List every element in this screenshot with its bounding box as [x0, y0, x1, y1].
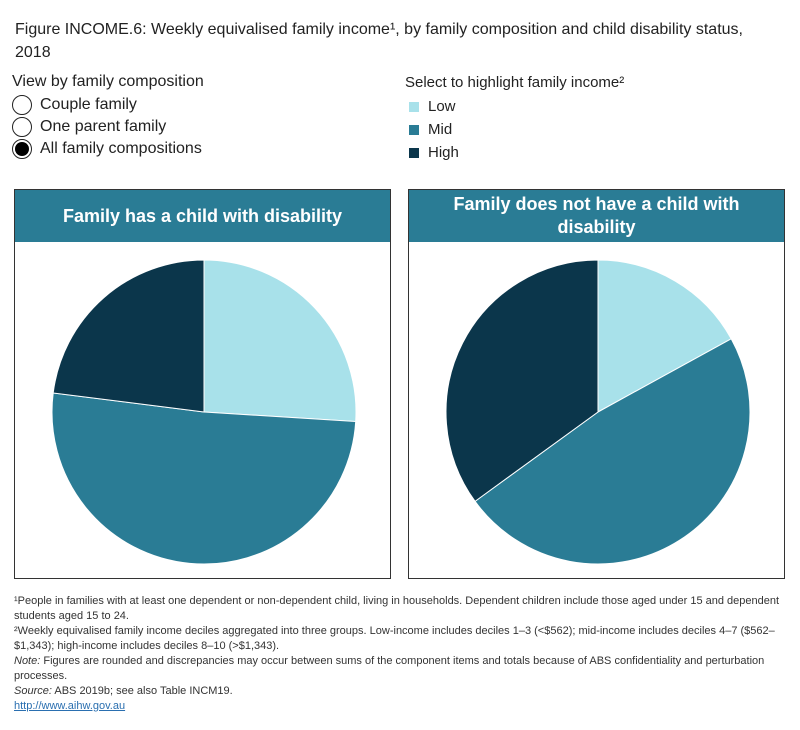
legend-label: Low [428, 98, 456, 115]
aihw-link[interactable]: http://www.aihw.gov.au [14, 700, 126, 712]
legend-swatch [409, 147, 419, 158]
radio-label: One parent family [40, 118, 167, 135]
filter-label: View by family composition [12, 73, 204, 90]
radio-option[interactable]: All family compositions [12, 138, 204, 160]
source: Source: ABS 2019b; see also Table INCM19… [14, 684, 784, 699]
pie-chart-with-disability [51, 259, 357, 565]
source-label: Source: [14, 685, 52, 697]
footnote-1: ¹People in families with at least one de… [14, 595, 780, 622]
legend-label: Select to highlight family income² [405, 74, 625, 91]
radio-label: Couple family [40, 96, 137, 113]
legend-label: Mid [428, 121, 453, 138]
legend-item-low[interactable]: Low [405, 95, 624, 118]
figure-title: Figure INCOME.6: Weekly equivalised fami… [15, 21, 743, 61]
source-text: ABS 2019b; see also Table INCM19. [51, 685, 233, 697]
footnotes: ¹People in families with at least one de… [14, 594, 784, 714]
radio-button[interactable] [12, 117, 32, 137]
pie-slice-low[interactable] [203, 259, 357, 423]
radio-button[interactable] [12, 139, 32, 159]
legend-item-high[interactable]: High [405, 141, 624, 164]
note: Note: Figures are rounded and discrepanc… [14, 654, 784, 684]
pie-slice-mid[interactable] [51, 392, 357, 565]
note-label: Note: [14, 655, 41, 667]
radio-button[interactable] [12, 95, 32, 115]
pie-slice-mid[interactable] [474, 338, 751, 565]
pie-slice-low[interactable] [597, 259, 732, 413]
note-text: Figures are rounded and discrepancies ma… [14, 655, 765, 682]
footnote-2: ²Weekly equivalised family income decile… [14, 625, 775, 652]
legend-label: High [428, 144, 459, 161]
pie-panel-with-disability: Family has a child with disability [14, 189, 391, 579]
pie-slice-high[interactable] [52, 259, 205, 413]
pie-panel-without-disability: Family does not have a child with disabi… [408, 189, 785, 579]
pie-slice-high[interactable] [445, 259, 599, 503]
panel-header: Family has a child with disability [15, 190, 390, 242]
income-legend: Select to highlight family income² Low Mi… [405, 74, 624, 164]
pie-chart-without-disability [445, 259, 751, 565]
legend-swatch [409, 101, 419, 112]
legend-swatch [409, 124, 419, 135]
radio-option[interactable]: One parent family [12, 116, 204, 138]
family-composition-filter: View by family composition Couple family… [12, 73, 204, 160]
radio-option[interactable]: Couple family [12, 94, 204, 116]
legend-item-mid[interactable]: Mid [405, 118, 624, 141]
radio-label: All family compositions [40, 140, 202, 157]
panel-header: Family does not have a child with disabi… [409, 190, 784, 242]
